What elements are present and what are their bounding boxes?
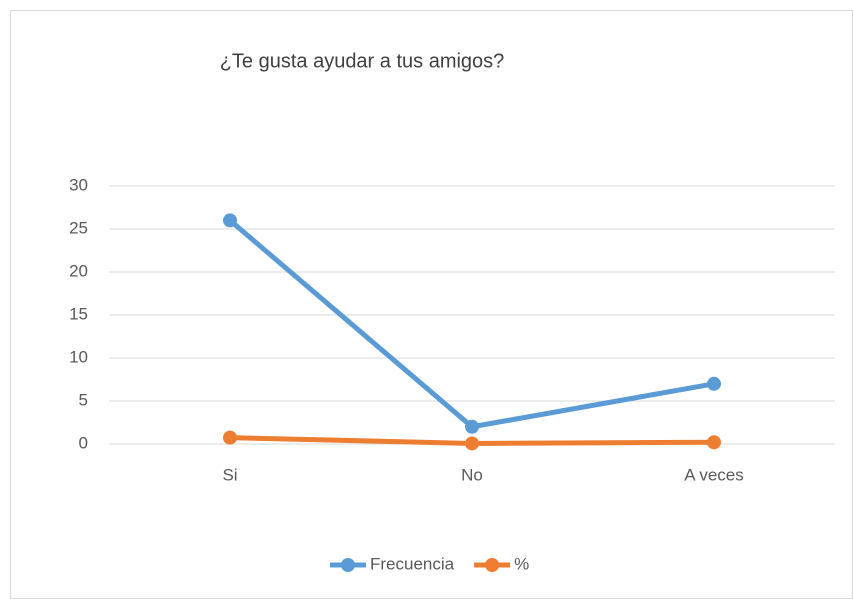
x-tick-label: No: [461, 465, 483, 484]
y-tick-label: 30: [69, 175, 88, 194]
marker: [465, 436, 479, 451]
legend-marker: [485, 558, 500, 572]
marker: [223, 430, 237, 445]
x-tick-label: Si: [222, 465, 237, 484]
chart-border: [10, 10, 853, 599]
x-tick-label: A veces: [684, 465, 744, 484]
marker: [465, 419, 479, 434]
legend-label: Frecuencia: [370, 554, 455, 573]
legend-label: %: [514, 554, 529, 573]
y-tick-label: 10: [69, 347, 88, 366]
marker: [707, 376, 721, 391]
y-tick-label: 20: [69, 261, 88, 280]
y-tick-label: 5: [79, 390, 88, 409]
legend-marker: [341, 558, 355, 572]
marker: [707, 435, 721, 450]
chart-title: ¿Te gusta ayudar a tus amigos?: [220, 50, 505, 72]
y-tick-label: 15: [69, 304, 88, 323]
y-tick-label: 25: [69, 218, 88, 237]
marker: [223, 213, 237, 228]
y-tick-label: 0: [79, 433, 88, 452]
